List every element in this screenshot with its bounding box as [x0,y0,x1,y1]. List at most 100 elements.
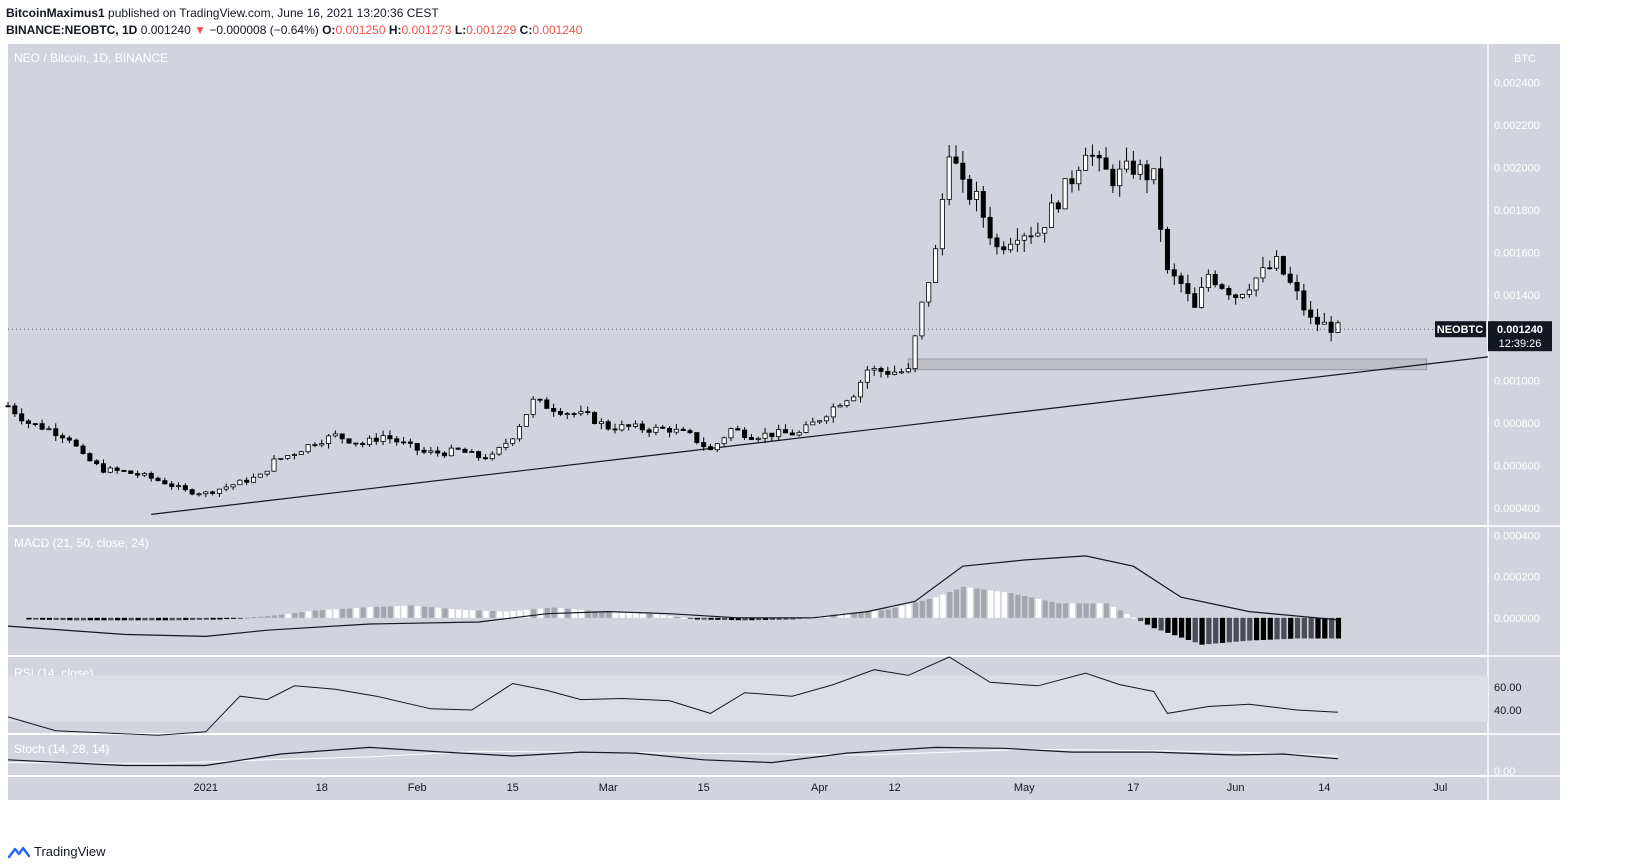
bull-candle-body [1335,322,1341,333]
macd-tick-label: 0.000000 [1494,613,1540,625]
bull-candle-body [830,406,836,418]
candle [912,334,918,373]
macd-hist-bar [462,609,469,618]
candle [366,435,372,447]
footer-brand: TradingView [34,844,106,859]
bull-candle-body [973,190,979,200]
candle [87,451,93,462]
candle [291,453,297,460]
candle [5,402,11,408]
bull-candle-body [175,485,182,488]
candle [523,414,529,427]
candle [285,455,291,461]
macd-hist-bar [1226,617,1232,643]
time-tick-label: 14 [1318,782,1330,794]
macd-hist-bar [1028,597,1035,618]
time-tick-label: 15 [698,782,710,794]
macd-hist-bar [312,610,319,618]
candle [332,430,338,438]
macd-hist-bar [346,608,353,618]
bear-candle-body [32,423,38,425]
candle [1199,277,1205,309]
bear-candle-body [1226,288,1232,296]
macd-hist-bar [1294,617,1301,639]
macd-hist-bar [694,617,700,620]
bull-candle-body [196,493,202,496]
macd-hist-bar [80,617,87,621]
bull-candle-body [264,470,270,475]
price-tick-label: 0.000600 [1494,460,1540,472]
candle [32,423,38,427]
macd-hist-bar [1090,603,1096,618]
macd-hist-bar [681,617,687,619]
bear-candle-body [339,433,345,440]
candle [1014,228,1020,252]
time-tick-label: Mar [599,782,618,794]
candle [660,425,666,429]
macd-hist-bar [483,610,489,618]
macd-hist-bar [906,604,912,618]
bear-candle-body [60,435,66,439]
candle [421,446,427,455]
candle [407,438,413,448]
bull-candle-body [1137,164,1143,175]
candle [1260,256,1266,283]
candle [987,206,993,246]
candle [380,430,386,445]
bear-candle-body [114,467,120,471]
candle [762,427,768,444]
candle [960,151,966,193]
time-tick-label: May [1014,782,1035,794]
bear-candle-body [769,432,775,438]
bull-candle-body [926,282,932,303]
macd-hist-bar [933,597,939,618]
candle [578,405,584,417]
candle [1314,308,1321,332]
rsi-tick-label: 40.00 [1494,705,1522,717]
bear-candle-body [387,435,393,440]
tradingview-footer[interactable]: TradingView [8,844,106,859]
candle [1076,166,1082,191]
candle [837,403,843,408]
candle [1151,168,1157,185]
bull-candle-body [530,398,536,415]
pane-title-1: MACD (21, 50, close, 24) [14,536,149,550]
candle [114,466,120,474]
candle [223,483,229,492]
candle [312,442,318,448]
time-tick-label: 12 [889,782,901,794]
bear-candle-body [987,216,993,239]
candle [100,459,106,474]
support-zone [907,358,1428,371]
macd-hist-bar [626,612,632,618]
macd-hist-bar [926,598,932,618]
candle [1110,164,1116,193]
macd-hist-bar [728,617,735,621]
bull-candle-body [1048,202,1055,228]
macd-hist-bar [367,607,373,618]
candle [933,244,939,283]
macd-hist-bar [190,617,196,620]
candle [858,379,864,403]
macd-hist-bar [967,587,973,618]
macd-hist-bar [960,586,966,618]
candle [973,181,979,212]
candle [1028,226,1034,244]
macd-hist-bar [319,610,325,618]
bull-candle-body [755,437,761,440]
price-tick-label: 0.000800 [1494,418,1540,430]
candle [251,473,257,484]
macd-hist-bar [947,592,953,618]
bull-candle-body [298,451,304,455]
author-name[interactable]: BitcoinMaximus1 [6,6,105,20]
bear-candle-body [639,423,645,431]
macd-hist-bar [135,617,141,621]
candle [1192,287,1198,308]
macd-hist-bar [769,617,775,620]
macd-hist-bar [735,617,741,621]
bull-candle-body [107,467,113,473]
macd-hist-bar [408,605,414,618]
bear-candle-body [12,405,18,415]
macd-hist-bar [401,605,407,618]
